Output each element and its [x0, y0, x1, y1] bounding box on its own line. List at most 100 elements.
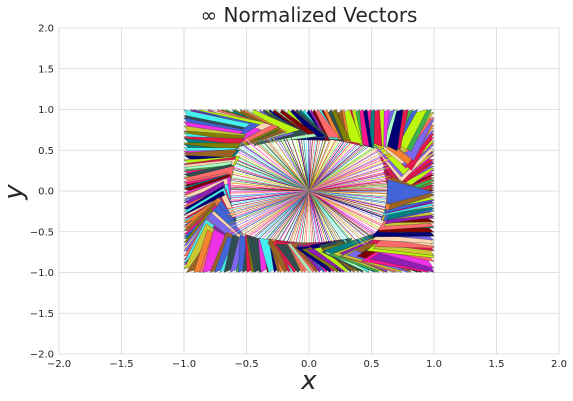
vector-shaft: [230, 190, 310, 241]
vector-shaft: [239, 190, 310, 245]
vector-shaft: [308, 137, 321, 192]
vector-shaft: [308, 190, 324, 245]
vector-shaft: [226, 190, 310, 226]
vector-shaft: [308, 139, 339, 192]
vector-shaft: [308, 190, 356, 246]
x-tick-label: −1.0: [172, 359, 196, 370]
vector-shaft: [308, 154, 393, 192]
vector-shaft: [308, 141, 388, 192]
vector-shaft: [229, 189, 310, 192]
vector-shaft: [296, 190, 310, 244]
vector-shaft: [230, 190, 310, 238]
vector-shaft: [308, 138, 358, 192]
vector-shaft: [308, 137, 327, 192]
vector-shaft: [308, 137, 331, 192]
vector-shaft: [308, 190, 342, 244]
vector-shaft: [229, 190, 310, 230]
vector-arrows: [183, 109, 435, 273]
vector-shaft: [308, 170, 389, 192]
vector-shaft: [237, 137, 310, 192]
vector-shaft: [308, 190, 389, 223]
vector-shaft: [308, 190, 388, 197]
x-tick-label: −0.5: [234, 359, 258, 370]
vector-shaft: [230, 154, 310, 192]
y-tick-label: −1.5: [30, 309, 54, 320]
x-tick-label: 1.5: [489, 359, 505, 370]
vector-shaft: [303, 137, 310, 192]
vector-shaft: [308, 138, 336, 192]
vector-shaft: [308, 190, 369, 244]
vector-shaft: [308, 136, 367, 192]
y-tick-label: 0.0: [38, 187, 54, 198]
vector-shaft: [229, 168, 310, 192]
vector-shaft: [280, 139, 310, 192]
vector-shaft: [228, 190, 310, 195]
vector-shaft: [308, 158, 389, 192]
vector-shaft: [308, 190, 373, 242]
vector-shaft: [308, 190, 388, 207]
vector-shaft: [298, 190, 310, 244]
vector-shaft: [308, 190, 312, 243]
x-tick-label: 1.0: [426, 359, 442, 370]
vector-shaft: [226, 190, 310, 213]
vector-shaft: [308, 190, 314, 243]
vector-shaft: [256, 190, 310, 245]
vector-shaft: [308, 140, 341, 192]
vector-shaft: [308, 190, 381, 243]
vector-shaft: [308, 190, 345, 246]
vector-shaft: [305, 190, 310, 244]
vector-shaft: [251, 139, 310, 192]
vector-shaft: [300, 137, 310, 192]
vector-shaft: [308, 190, 336, 242]
vector-shaft: [308, 136, 364, 192]
vector-shaft: [225, 190, 310, 218]
vector-shaft: [264, 138, 310, 192]
y-tick-label: 0.5: [38, 146, 54, 157]
vector-shaft: [226, 142, 310, 192]
vector-shaft: [308, 137, 318, 192]
vector-shaft: [263, 190, 310, 244]
vector-shaft: [308, 140, 313, 192]
vector-shaft: [308, 190, 390, 218]
vector-shaft: [308, 136, 376, 192]
vector-shaft: [292, 190, 310, 246]
vector-shaft: [230, 190, 310, 244]
vector-shaft: [253, 190, 310, 245]
x-tick-label: 2.0: [551, 359, 567, 370]
vector-shaft: [308, 190, 329, 246]
vector-shaft: [308, 164, 388, 192]
y-tick-label: 2.0: [38, 24, 54, 35]
y-tick-label: −1.0: [30, 268, 54, 279]
vector-shaft: [253, 136, 310, 192]
vector-shaft: [308, 138, 344, 192]
vector-shaft: [301, 190, 310, 246]
x-tick-label: −1.5: [109, 359, 133, 370]
vector-shaft: [308, 190, 389, 225]
vector-shaft: [227, 190, 310, 199]
vector-shaft: [244, 138, 310, 192]
vector-shaft: [305, 137, 310, 192]
vector-shaft: [245, 190, 310, 246]
vector-shaft: [272, 137, 310, 192]
vector-shaft: [230, 136, 310, 192]
vector-shaft: [226, 190, 310, 237]
vector-shaft: [308, 179, 391, 192]
vector-shaft: [308, 190, 317, 245]
vector-shaft: [231, 190, 310, 207]
vector-head: [386, 179, 435, 205]
vector-shaft: [308, 190, 389, 237]
vector-shaft: [227, 148, 310, 192]
vector-shaft: [297, 138, 310, 192]
x-tick-label: −2.0: [47, 359, 71, 370]
vector-shaft: [308, 190, 325, 242]
vector-shaft: [225, 190, 310, 216]
vector-shaft: [290, 190, 310, 243]
tick-labels: −2.0 −1.5 −1.0 −0.5 0.0 0.5 1.0 1.5 2.0 2.0 1.5 1.0…: [30, 24, 567, 371]
vector-shaft: [225, 190, 310, 224]
vector-shaft: [308, 190, 340, 245]
vector-shaft: [308, 190, 321, 244]
vector-shaft: [229, 161, 310, 192]
x-axis-label: x: [300, 366, 317, 396]
vector-shaft: [308, 190, 335, 245]
